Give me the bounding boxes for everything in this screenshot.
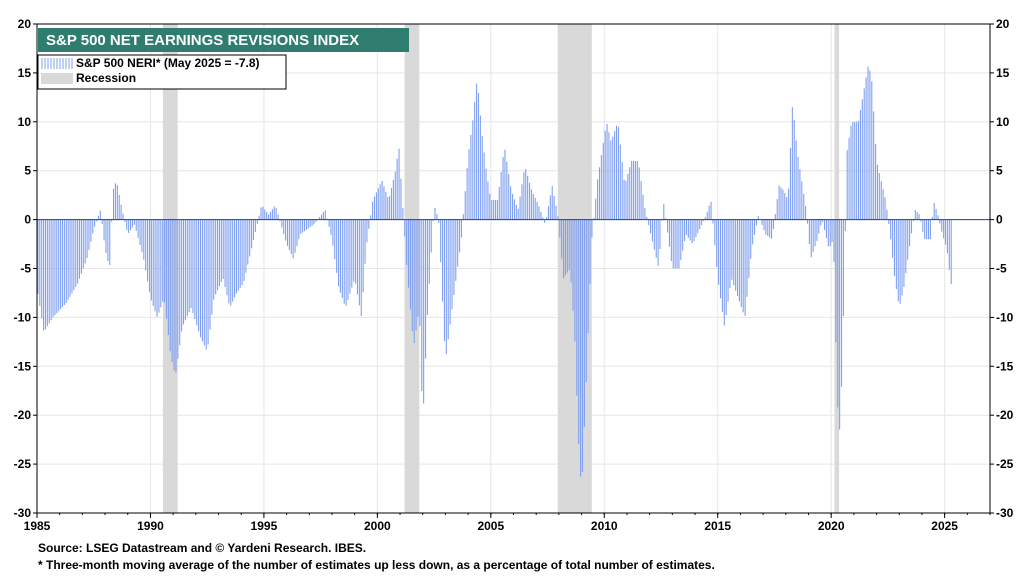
legend-recession-label: Recession — [76, 71, 136, 85]
chart-title-text: S&P 500 NET EARNINGS REVISIONS INDEX — [46, 32, 359, 49]
y-tick-label-right: -30 — [996, 506, 1014, 520]
y-tick-label-right: -5 — [996, 262, 1007, 276]
y-tick-label-right: -20 — [996, 408, 1014, 422]
chart-title: S&P 500 NET EARNINGS REVISIONS INDEX — [38, 28, 409, 52]
y-tick-label-left: 15 — [18, 66, 32, 80]
y-tick-label-left: 10 — [18, 115, 32, 129]
y-tick-label-left: 5 — [24, 164, 31, 178]
y-tick-label-right: 15 — [996, 66, 1010, 80]
legend-series-label: S&P 500 NERI* (May 2025 = -7.8) — [76, 56, 260, 70]
title-background — [38, 28, 409, 52]
legend: S&P 500 NERI* (May 2025 = -7.8) Recessio… — [37, 54, 287, 90]
y-tick-label-left: -30 — [14, 506, 32, 520]
x-tick-label: 2015 — [704, 519, 731, 533]
y-tick-label-right: -25 — [996, 457, 1014, 471]
x-tick-label: 2000 — [364, 519, 391, 533]
x-tick-label: 1990 — [137, 519, 164, 533]
y-tick-label-right: 10 — [996, 115, 1010, 129]
x-tick-label: 2025 — [931, 519, 958, 533]
y-axis-right: 20 15 10 5 0 -5 -10 -15 -20 -25 -30 — [990, 17, 1014, 520]
footnote: * Three-month moving average of the numb… — [38, 558, 715, 572]
x-tick-label: 1995 — [251, 519, 278, 533]
x-axis: 1985 1990 1995 2000 2005 2010 2015 2020 2025 — [24, 513, 991, 533]
x-tick-label: 2010 — [591, 519, 618, 533]
y-tick-label-left: -10 — [14, 310, 32, 324]
recession-band — [834, 24, 840, 513]
y-tick-label-left: -5 — [20, 262, 31, 276]
y-tick-label-left: 20 — [18, 17, 32, 31]
x-tick-label: 2005 — [477, 519, 504, 533]
y-tick-label-left: -25 — [14, 457, 32, 471]
legend-box — [37, 54, 287, 90]
y-axis-left: 20 15 10 5 0 -5 -10 -15 -20 -25 -30 — [14, 17, 37, 520]
y-tick-label-right: 5 — [996, 164, 1003, 178]
y-tick-label-right: -15 — [996, 359, 1014, 373]
y-tick-label-left: -15 — [14, 359, 32, 373]
y-tick-label-right: -10 — [996, 310, 1014, 324]
x-tick-label: 2020 — [818, 519, 845, 533]
y-tick-label-left: -20 — [14, 408, 32, 422]
y-tick-label-right: 0 — [996, 213, 1003, 227]
y-tick-label-right: 20 — [996, 17, 1010, 31]
legend-series-swatch — [41, 58, 73, 69]
y-tick-label-left: 0 — [24, 213, 31, 227]
legend-recession-swatch — [41, 73, 73, 84]
x-tick-label: 1985 — [24, 519, 51, 533]
source-note: Source: LSEG Datastream and © Yardeni Re… — [38, 541, 367, 555]
bars-layer — [37, 66, 952, 477]
